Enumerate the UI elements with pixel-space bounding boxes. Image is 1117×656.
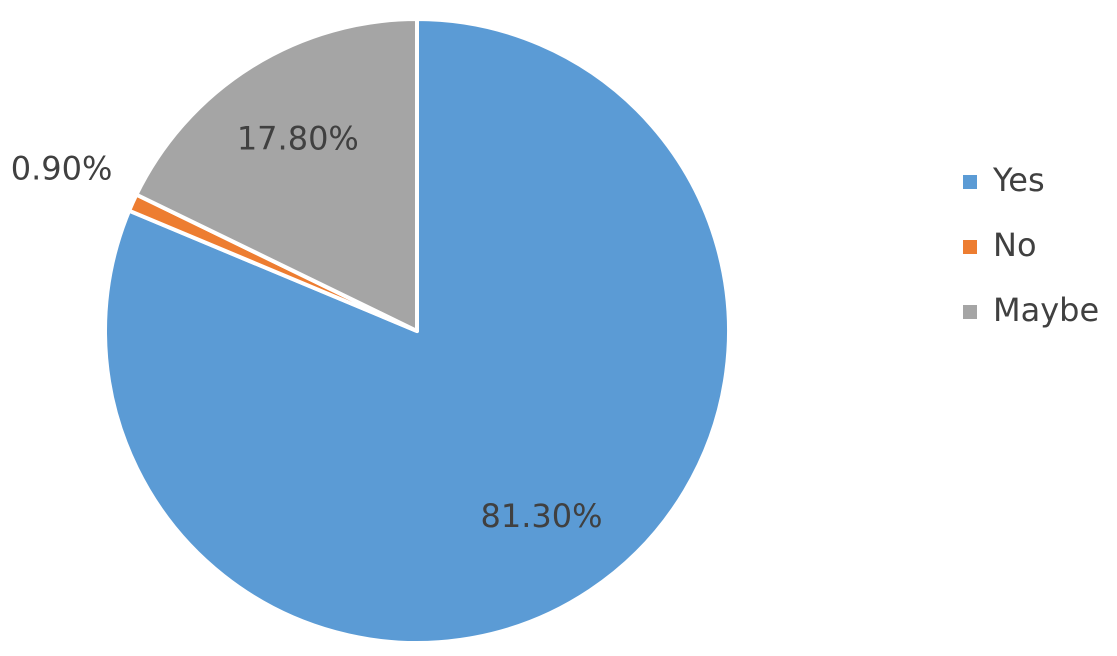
legend-label: Maybe (993, 291, 1099, 329)
legend-swatch (963, 175, 977, 189)
legend-label: No (993, 226, 1037, 264)
data-label: 0.90% (11, 150, 113, 188)
data-label: 17.80% (237, 120, 359, 158)
legend-swatch (963, 305, 977, 319)
legend-label: Yes (992, 161, 1045, 199)
data-label: 81.30% (481, 497, 603, 535)
pie-slice (134, 17, 419, 333)
legend-swatch (963, 240, 977, 254)
